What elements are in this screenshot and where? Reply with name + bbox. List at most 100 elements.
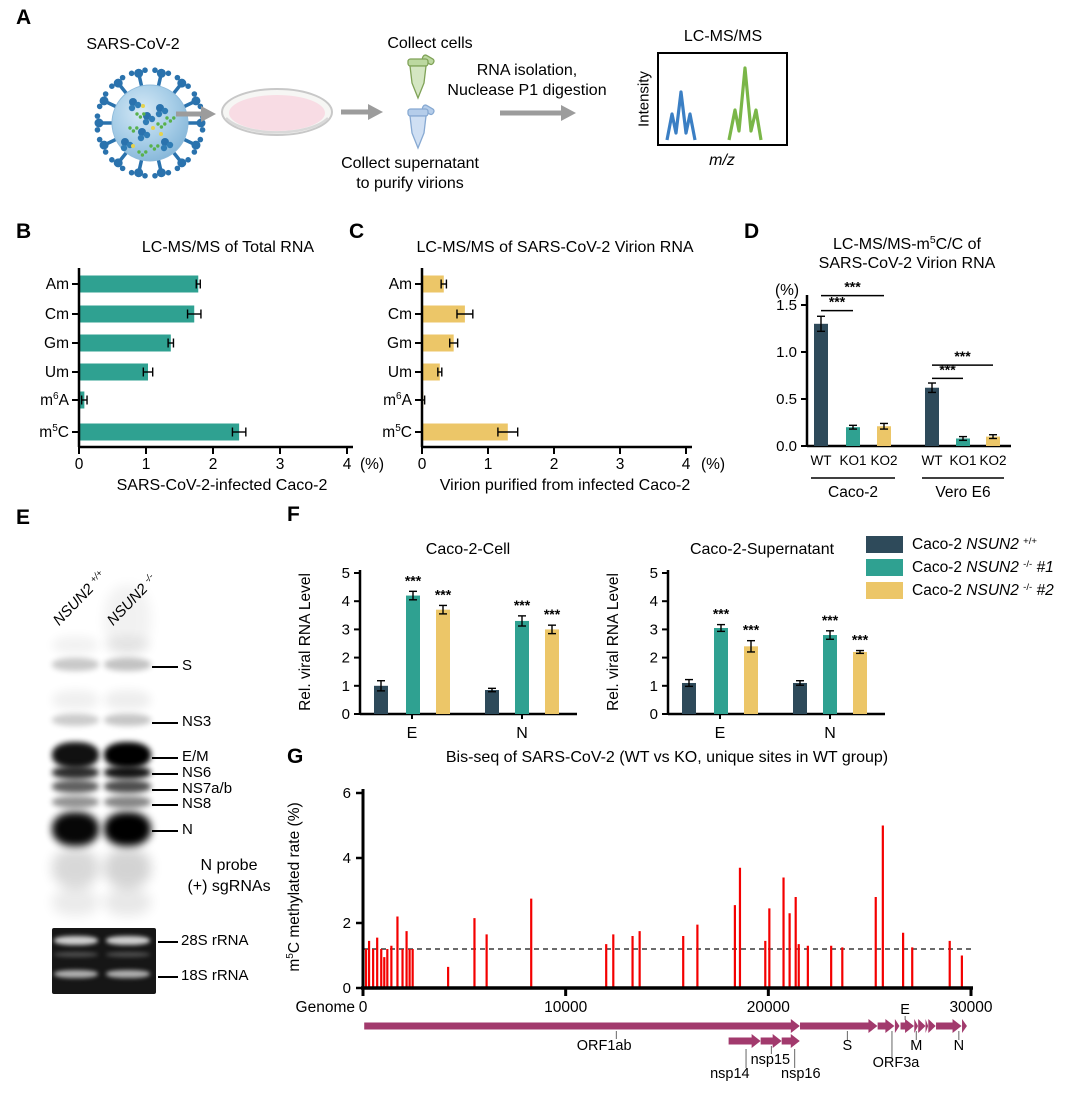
virus-spike-tip xyxy=(177,158,187,168)
significance-stars: *** xyxy=(405,572,422,588)
category-label: Am xyxy=(46,276,69,293)
virus-spike-tip xyxy=(191,140,201,150)
virus-spike-tip xyxy=(156,68,166,78)
band-label: NS7a/b xyxy=(182,780,233,797)
blot-band xyxy=(104,888,151,916)
gene-arrow-orf7a xyxy=(918,1019,926,1033)
genome-axis-label: Genome xyxy=(296,999,355,1016)
blot-band xyxy=(104,812,151,846)
bar xyxy=(793,682,807,714)
blot-band xyxy=(104,780,151,793)
group-label: Vero E6 xyxy=(935,484,990,501)
band-pointer-line xyxy=(152,666,178,668)
virus-surface-protein xyxy=(148,115,156,123)
gene-arrow-nsp14 xyxy=(728,1034,761,1048)
band-pointer-line xyxy=(152,773,178,775)
blot-band xyxy=(52,636,99,654)
legend-item: Caco-2 NSUN2 -/- #1 xyxy=(866,557,1054,578)
gene-label: E xyxy=(900,1002,910,1018)
bar xyxy=(853,651,867,714)
legend-item: Caco-2 NSUN2 -/- #2 xyxy=(866,580,1054,601)
virus-spike-tip xyxy=(134,68,144,78)
band-label: NS3 xyxy=(182,713,212,730)
gene-label: ORF1ab xyxy=(577,1038,632,1054)
gene-label: nsp14 xyxy=(710,1066,750,1082)
virus-spike-tip xyxy=(113,158,123,168)
virus-dot xyxy=(131,144,135,148)
blot-band xyxy=(52,714,99,726)
category-label: Cm xyxy=(388,306,412,323)
blot-band xyxy=(104,766,151,779)
band-pointer-line xyxy=(152,830,178,832)
significance-stars: *** xyxy=(544,606,561,622)
bar xyxy=(877,426,891,446)
band-label: E/M xyxy=(182,748,209,765)
blot-band xyxy=(52,690,99,710)
virus-spike-tip xyxy=(128,169,135,176)
virus-spike-tip xyxy=(156,168,166,178)
bar xyxy=(422,305,465,323)
bar xyxy=(422,334,454,352)
bar xyxy=(814,323,828,446)
bar xyxy=(682,682,696,714)
significance-stars: *** xyxy=(829,294,846,310)
legend-label: Caco-2 NSUN2 -/- #1 xyxy=(912,558,1054,576)
probe-label: N probe xyxy=(200,857,258,874)
virus-surface-protein xyxy=(155,110,163,118)
blot-band xyxy=(52,888,99,916)
gene-arrow-orf8 xyxy=(928,1019,936,1033)
virus-spike-tip xyxy=(96,103,103,110)
virus-surface-protein xyxy=(128,104,136,112)
virus-dot xyxy=(159,132,163,136)
panel-e-label: E xyxy=(16,506,31,529)
blot-band xyxy=(52,780,99,793)
band-pointer-line xyxy=(152,757,178,759)
rna-isolation-label: RNA isolation, xyxy=(476,62,578,79)
lcms-xlabel: m/z xyxy=(709,152,735,169)
virus-rna-dot xyxy=(156,144,160,148)
virus-spike-tip xyxy=(152,172,158,179)
virus-rna-dot xyxy=(128,126,132,130)
chart-title: Caco-2-Cell xyxy=(426,541,510,558)
collect-cells-label: Collect cells xyxy=(387,35,473,52)
bar xyxy=(79,334,171,352)
virus-rna-dot xyxy=(168,119,173,123)
y-axis-label: Rel. viral RNA Level xyxy=(605,573,622,711)
category-label: Gm xyxy=(44,335,69,352)
x-tick-label: 20000 xyxy=(747,999,790,1016)
virus-spike-tip xyxy=(119,74,126,81)
virus-surface-protein xyxy=(161,107,169,115)
x-tick-label: 0 xyxy=(418,456,427,473)
chart-bisseq: Bis-seq of SARS-CoV-2 (WT vs KO, unique … xyxy=(285,749,993,1082)
virus-spike-tip xyxy=(113,78,123,88)
virus-rna-dot xyxy=(163,122,167,126)
y-tick-label: 1.0 xyxy=(776,344,797,361)
nuclease-label: Nuclease P1 digestion xyxy=(447,82,607,99)
virus-spike-tip xyxy=(109,157,115,163)
bar xyxy=(79,423,240,441)
virus-icon xyxy=(94,67,206,179)
category-label: m6A xyxy=(40,391,70,409)
significance-stars: *** xyxy=(743,622,760,638)
panel-d-label: D xyxy=(744,220,760,243)
blot-band xyxy=(104,742,151,768)
virus-rna-dot xyxy=(135,112,139,116)
group-label: Caco-2 xyxy=(828,484,878,501)
blot-band xyxy=(104,796,151,808)
virus-spike-tip xyxy=(128,70,135,77)
x-tick-label: 2 xyxy=(209,456,218,473)
band-pointer-line xyxy=(158,976,178,978)
panel-c-label: C xyxy=(349,220,365,243)
gene-label: S xyxy=(843,1038,853,1054)
category-label: Um xyxy=(45,364,69,381)
rrna-gel-image xyxy=(52,928,156,994)
x-tick-label: 3 xyxy=(276,456,285,473)
chart-title: Bis-seq of SARS-CoV-2 (WT vs KO, unique … xyxy=(446,749,888,766)
gene-arrow-s xyxy=(800,1019,878,1033)
tube-cells-icon xyxy=(407,54,435,100)
legend-swatch xyxy=(866,536,903,553)
bar xyxy=(422,423,508,441)
virus-rna-dot xyxy=(131,129,136,133)
rrna-label: 28S rRNA xyxy=(181,932,249,949)
y-tick-label: 3 xyxy=(342,621,350,638)
